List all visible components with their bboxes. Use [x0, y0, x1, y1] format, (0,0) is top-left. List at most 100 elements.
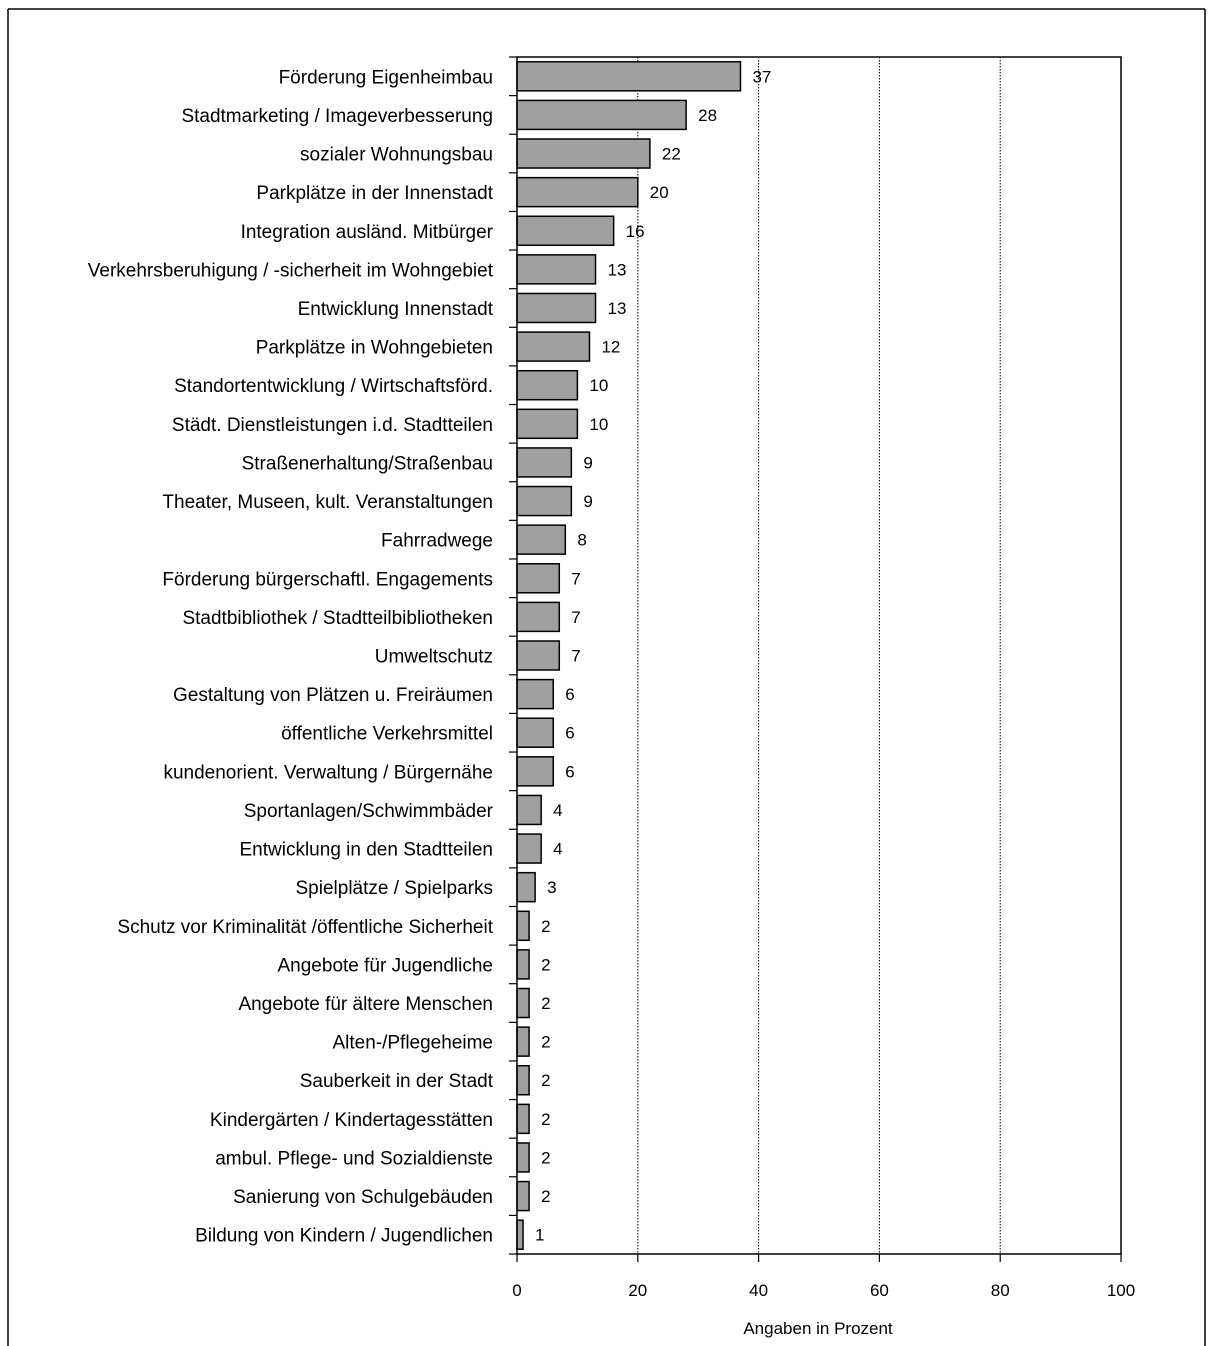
category-label: Entwicklung in den Stadtteilen: [240, 840, 494, 861]
bar: [516, 99, 687, 131]
bar: [516, 910, 530, 942]
bar: [516, 987, 530, 1019]
category-label: Förderung Eigenheimbau: [279, 67, 493, 88]
bar: [516, 215, 615, 247]
category-label: öffentliche Verkehrsmittel: [281, 724, 493, 745]
value-label: 37: [752, 67, 771, 86]
value-label: 6: [565, 762, 574, 781]
bar: [516, 1219, 524, 1250]
value-label: 13: [608, 299, 627, 318]
value-label: 22: [662, 145, 681, 164]
bars: [516, 61, 742, 1250]
value-label: 2: [541, 917, 550, 936]
value-label: 9: [583, 453, 592, 472]
category-label: Schutz vor Kriminalität /öffentliche Sic…: [117, 917, 493, 938]
bar: [516, 756, 554, 787]
bar: [516, 833, 542, 864]
bar: [516, 871, 536, 903]
bar: [516, 678, 554, 710]
bar: [516, 1180, 530, 1212]
bar: [516, 138, 651, 169]
bar: [516, 292, 597, 324]
bar: [516, 1142, 530, 1173]
bar: [516, 61, 742, 92]
bar: [516, 485, 573, 517]
category-label: sozialer Wohnungsbau: [300, 145, 493, 166]
category-label: Umweltschutz: [375, 647, 493, 668]
value-label: 2: [541, 1148, 550, 1167]
bar: [516, 1064, 530, 1096]
category-label: Fahrradwege: [381, 531, 493, 552]
bar: [516, 524, 567, 555]
value-label: 8: [577, 531, 586, 550]
value-labels: 3728222016131312101099877766644322222222…: [535, 67, 771, 1244]
value-label: 7: [571, 569, 580, 588]
value-label: 12: [601, 338, 620, 357]
category-label: ambul. Pflege- und Sozialdienste: [215, 1148, 493, 1169]
category-label: Theater, Museen, kult. Veranstaltungen: [162, 492, 493, 513]
value-label: 6: [565, 685, 574, 704]
category-label: Kindergärten / Kindertagesstätten: [210, 1110, 493, 1131]
value-label: 2: [541, 994, 550, 1013]
bar: [516, 601, 561, 633]
bar: [516, 176, 639, 208]
x-axis-title: Angaben in Prozent: [743, 1319, 893, 1338]
x-tick-label: 40: [749, 1281, 768, 1300]
bar: [516, 1103, 530, 1135]
category-label: Förderung bürgerschaftl. Engagements: [162, 569, 493, 590]
bar: [516, 949, 530, 980]
category-label: Angebote für ältere Menschen: [238, 994, 493, 1015]
category-label: Stadtbibliothek / Stadtteilbibliotheken: [182, 608, 493, 629]
category-label: Parkplätze in Wohngebieten: [256, 338, 493, 359]
value-label: 9: [583, 492, 592, 511]
value-label: 4: [553, 840, 562, 859]
value-label: 16: [626, 222, 645, 241]
value-label: 2: [541, 955, 550, 974]
bar: [516, 254, 597, 285]
x-tick-label: 80: [991, 1281, 1010, 1300]
category-label: Integration ausländ. Mitbürger: [241, 222, 494, 243]
category-label: Standortentwicklung / Wirtschaftsförd.: [174, 376, 493, 397]
value-label: 4: [553, 801, 562, 820]
value-label: 2: [541, 1071, 550, 1090]
bar: [516, 331, 591, 362]
category-label: Spielplätze / Spielparks: [296, 878, 494, 899]
category-label: Parkplätze in der Innenstadt: [256, 183, 493, 204]
value-label: 7: [571, 647, 580, 666]
gridlines: [637, 57, 1001, 1254]
x-tick-label: 60: [870, 1281, 889, 1300]
value-label: 10: [589, 415, 608, 434]
value-label: 2: [541, 1187, 550, 1206]
bar: [516, 447, 573, 478]
category-label: Bildung von Kindern / Jugendlichen: [195, 1226, 493, 1247]
x-tick-label: 100: [1107, 1281, 1135, 1300]
value-label: 1: [535, 1226, 544, 1245]
bar: [516, 717, 554, 748]
category-label: Alten-/Pflegeheime: [332, 1033, 493, 1054]
value-label: 10: [589, 376, 608, 395]
value-label: 28: [698, 106, 717, 125]
value-label: 6: [565, 724, 574, 743]
category-label: Sanierung von Schulgebäuden: [233, 1187, 493, 1208]
x-tick-label: 0: [512, 1281, 521, 1300]
bar: [516, 794, 542, 826]
value-label: 7: [571, 608, 580, 627]
category-label: kundenorient. Verwaltung / Bürgernähe: [163, 762, 493, 783]
value-label: 13: [608, 260, 627, 279]
category-label: Verkehrsberuhigung / -sicherheit im Wohn…: [88, 260, 494, 281]
bar: [516, 369, 579, 401]
axes: 0 20 40 60 80 100: [509, 56, 1135, 1300]
value-label: 2: [541, 1110, 550, 1129]
bar: [516, 640, 561, 671]
bar: [516, 563, 561, 594]
category-labels: Förderung Eigenheimbau Stadtmarketing / I…: [88, 67, 494, 1246]
category-label: Städt. Dienstleistungen i.d. Stadtteilen: [172, 415, 493, 436]
frame-border: [7, 8, 1206, 1346]
value-label: 2: [541, 1033, 550, 1052]
category-label: Entwicklung Innenstadt: [298, 299, 494, 320]
category-label: Sportanlagen/Schwimmbäder: [244, 801, 494, 822]
value-label: 20: [650, 183, 669, 202]
bar: [516, 1026, 530, 1057]
